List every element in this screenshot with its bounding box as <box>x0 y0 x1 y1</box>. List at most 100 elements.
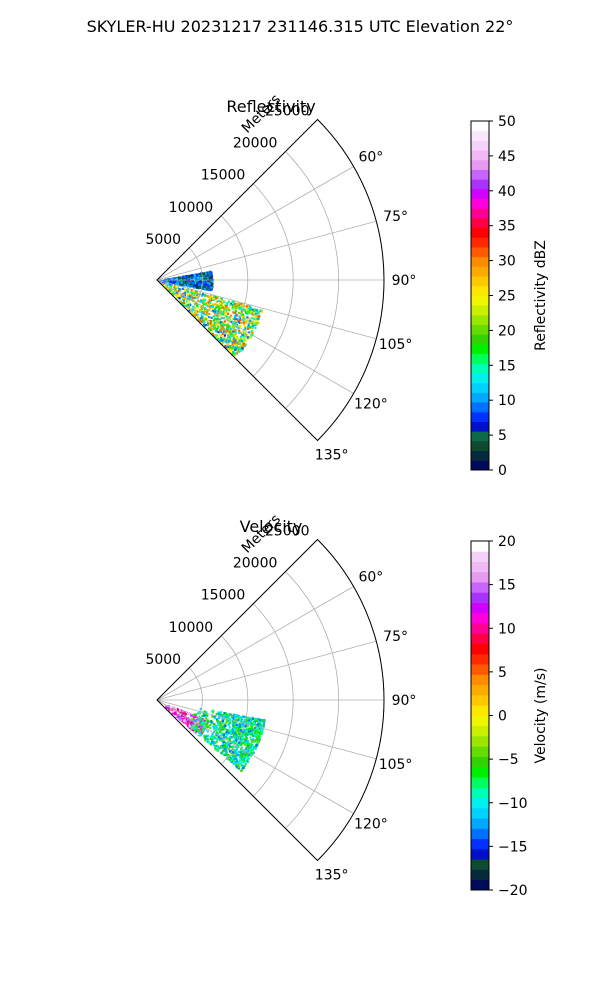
colorbar-swatch <box>471 217 489 229</box>
echo-pixel <box>223 336 226 339</box>
echo-pixel <box>259 727 262 730</box>
echo-pixel <box>215 740 218 743</box>
echo-pixel <box>211 322 214 326</box>
echo-pixel <box>201 311 204 314</box>
echo-pixel <box>247 718 250 721</box>
echo-pixel <box>182 292 185 295</box>
echo-pixel <box>201 301 205 304</box>
echo-pixel <box>234 734 237 738</box>
echo-pixel <box>217 321 220 324</box>
echo-pixel <box>234 331 237 334</box>
echo-pixel <box>201 306 204 309</box>
echo-pixel <box>227 723 230 726</box>
echo-pixel <box>223 308 226 311</box>
echo-pixel <box>204 739 207 742</box>
echo-pixel <box>221 332 224 335</box>
echo-pixel <box>175 277 178 280</box>
echo-pixel <box>176 714 179 717</box>
echo-pixel <box>261 730 264 733</box>
echo-pixel <box>232 762 235 765</box>
echo-pixel <box>210 741 214 744</box>
echo-pixel <box>228 348 231 351</box>
echo-pixel <box>243 308 246 311</box>
echo-pixel <box>239 744 242 747</box>
colorbar-swatch <box>471 334 489 345</box>
echo-pixel <box>209 277 212 280</box>
echo-pixel <box>244 724 247 727</box>
echo-pixel <box>208 297 212 300</box>
echo-pixel <box>243 743 246 746</box>
echo-pixel <box>240 336 243 339</box>
echo-pixel <box>203 316 206 320</box>
echo-pixel <box>218 739 221 742</box>
colorbar-swatch <box>471 460 489 471</box>
echo-pixel <box>234 316 237 319</box>
echo-pixel <box>226 322 229 325</box>
echo-pixel <box>246 755 249 759</box>
echo-pixel <box>234 750 237 753</box>
echo-pixel <box>216 320 219 323</box>
echo-pixel <box>215 309 218 312</box>
colorbar-swatch <box>471 431 489 442</box>
echo-pixel <box>242 330 245 333</box>
echo-pixel <box>199 728 203 731</box>
colorbar-tick-label: 0 <box>498 709 507 725</box>
echo-pixel <box>193 295 196 298</box>
echo-pixel <box>232 727 236 730</box>
echo-pixel <box>215 330 218 333</box>
echo-pixel <box>261 728 264 731</box>
echo-pixel <box>251 323 254 326</box>
echo-pixel <box>232 343 236 346</box>
echo-pixel <box>231 342 234 345</box>
echo-pixel <box>233 328 236 332</box>
echo-pixel <box>224 751 228 754</box>
echo-pixel <box>233 741 236 745</box>
echo-pixel <box>193 280 196 283</box>
echo-pixel <box>242 321 245 324</box>
colorbar-swatch <box>471 411 489 422</box>
echo-pixel <box>223 305 226 308</box>
echo-pixel <box>192 293 195 296</box>
echo-pixel <box>209 295 212 298</box>
echo-pixel <box>186 723 189 726</box>
echo-pixel <box>209 723 212 726</box>
echo-pixel <box>205 283 208 286</box>
echo-pixel <box>226 732 230 735</box>
echo-pixel <box>245 308 248 311</box>
echo-pixel <box>228 316 232 319</box>
echo-pixel <box>206 730 209 733</box>
echo-pixel <box>235 343 238 346</box>
echo-pixel <box>243 323 246 326</box>
echo-pixel <box>203 302 206 305</box>
echo-pixel <box>199 300 202 304</box>
colorbar-swatch <box>471 285 489 296</box>
echo-pixel <box>185 303 188 306</box>
echo-pixel <box>203 288 207 291</box>
echo-pixel <box>220 722 223 725</box>
echo-pixel <box>177 278 180 281</box>
echo-pixel <box>242 315 245 318</box>
echo-pixel <box>254 719 257 722</box>
sector-frame <box>156 538 385 862</box>
echo-pixel <box>260 732 263 735</box>
echo-pixel <box>189 714 193 717</box>
echo-pixel <box>186 715 189 718</box>
echo-pixel <box>232 717 235 720</box>
echo-pixel <box>184 721 187 724</box>
echo-pixel <box>254 326 257 329</box>
echo-pixel <box>239 716 242 719</box>
echo-pixel <box>222 326 225 329</box>
colorbar-tick-label: −5 <box>498 752 519 768</box>
echo-pixel <box>213 730 216 733</box>
echo-pixel <box>178 713 181 716</box>
echo-pixel <box>192 305 195 308</box>
echo-pixel <box>191 280 194 284</box>
panel-title: Velocity <box>240 517 303 536</box>
colorbar-swatch <box>471 828 489 840</box>
echo-pixel <box>170 290 173 293</box>
echo-pixel <box>226 746 229 749</box>
panel-title: Reflectivity <box>226 97 315 116</box>
echo-pixel <box>244 343 247 346</box>
echo-pixel <box>186 279 189 282</box>
echo-pixel <box>186 289 189 292</box>
